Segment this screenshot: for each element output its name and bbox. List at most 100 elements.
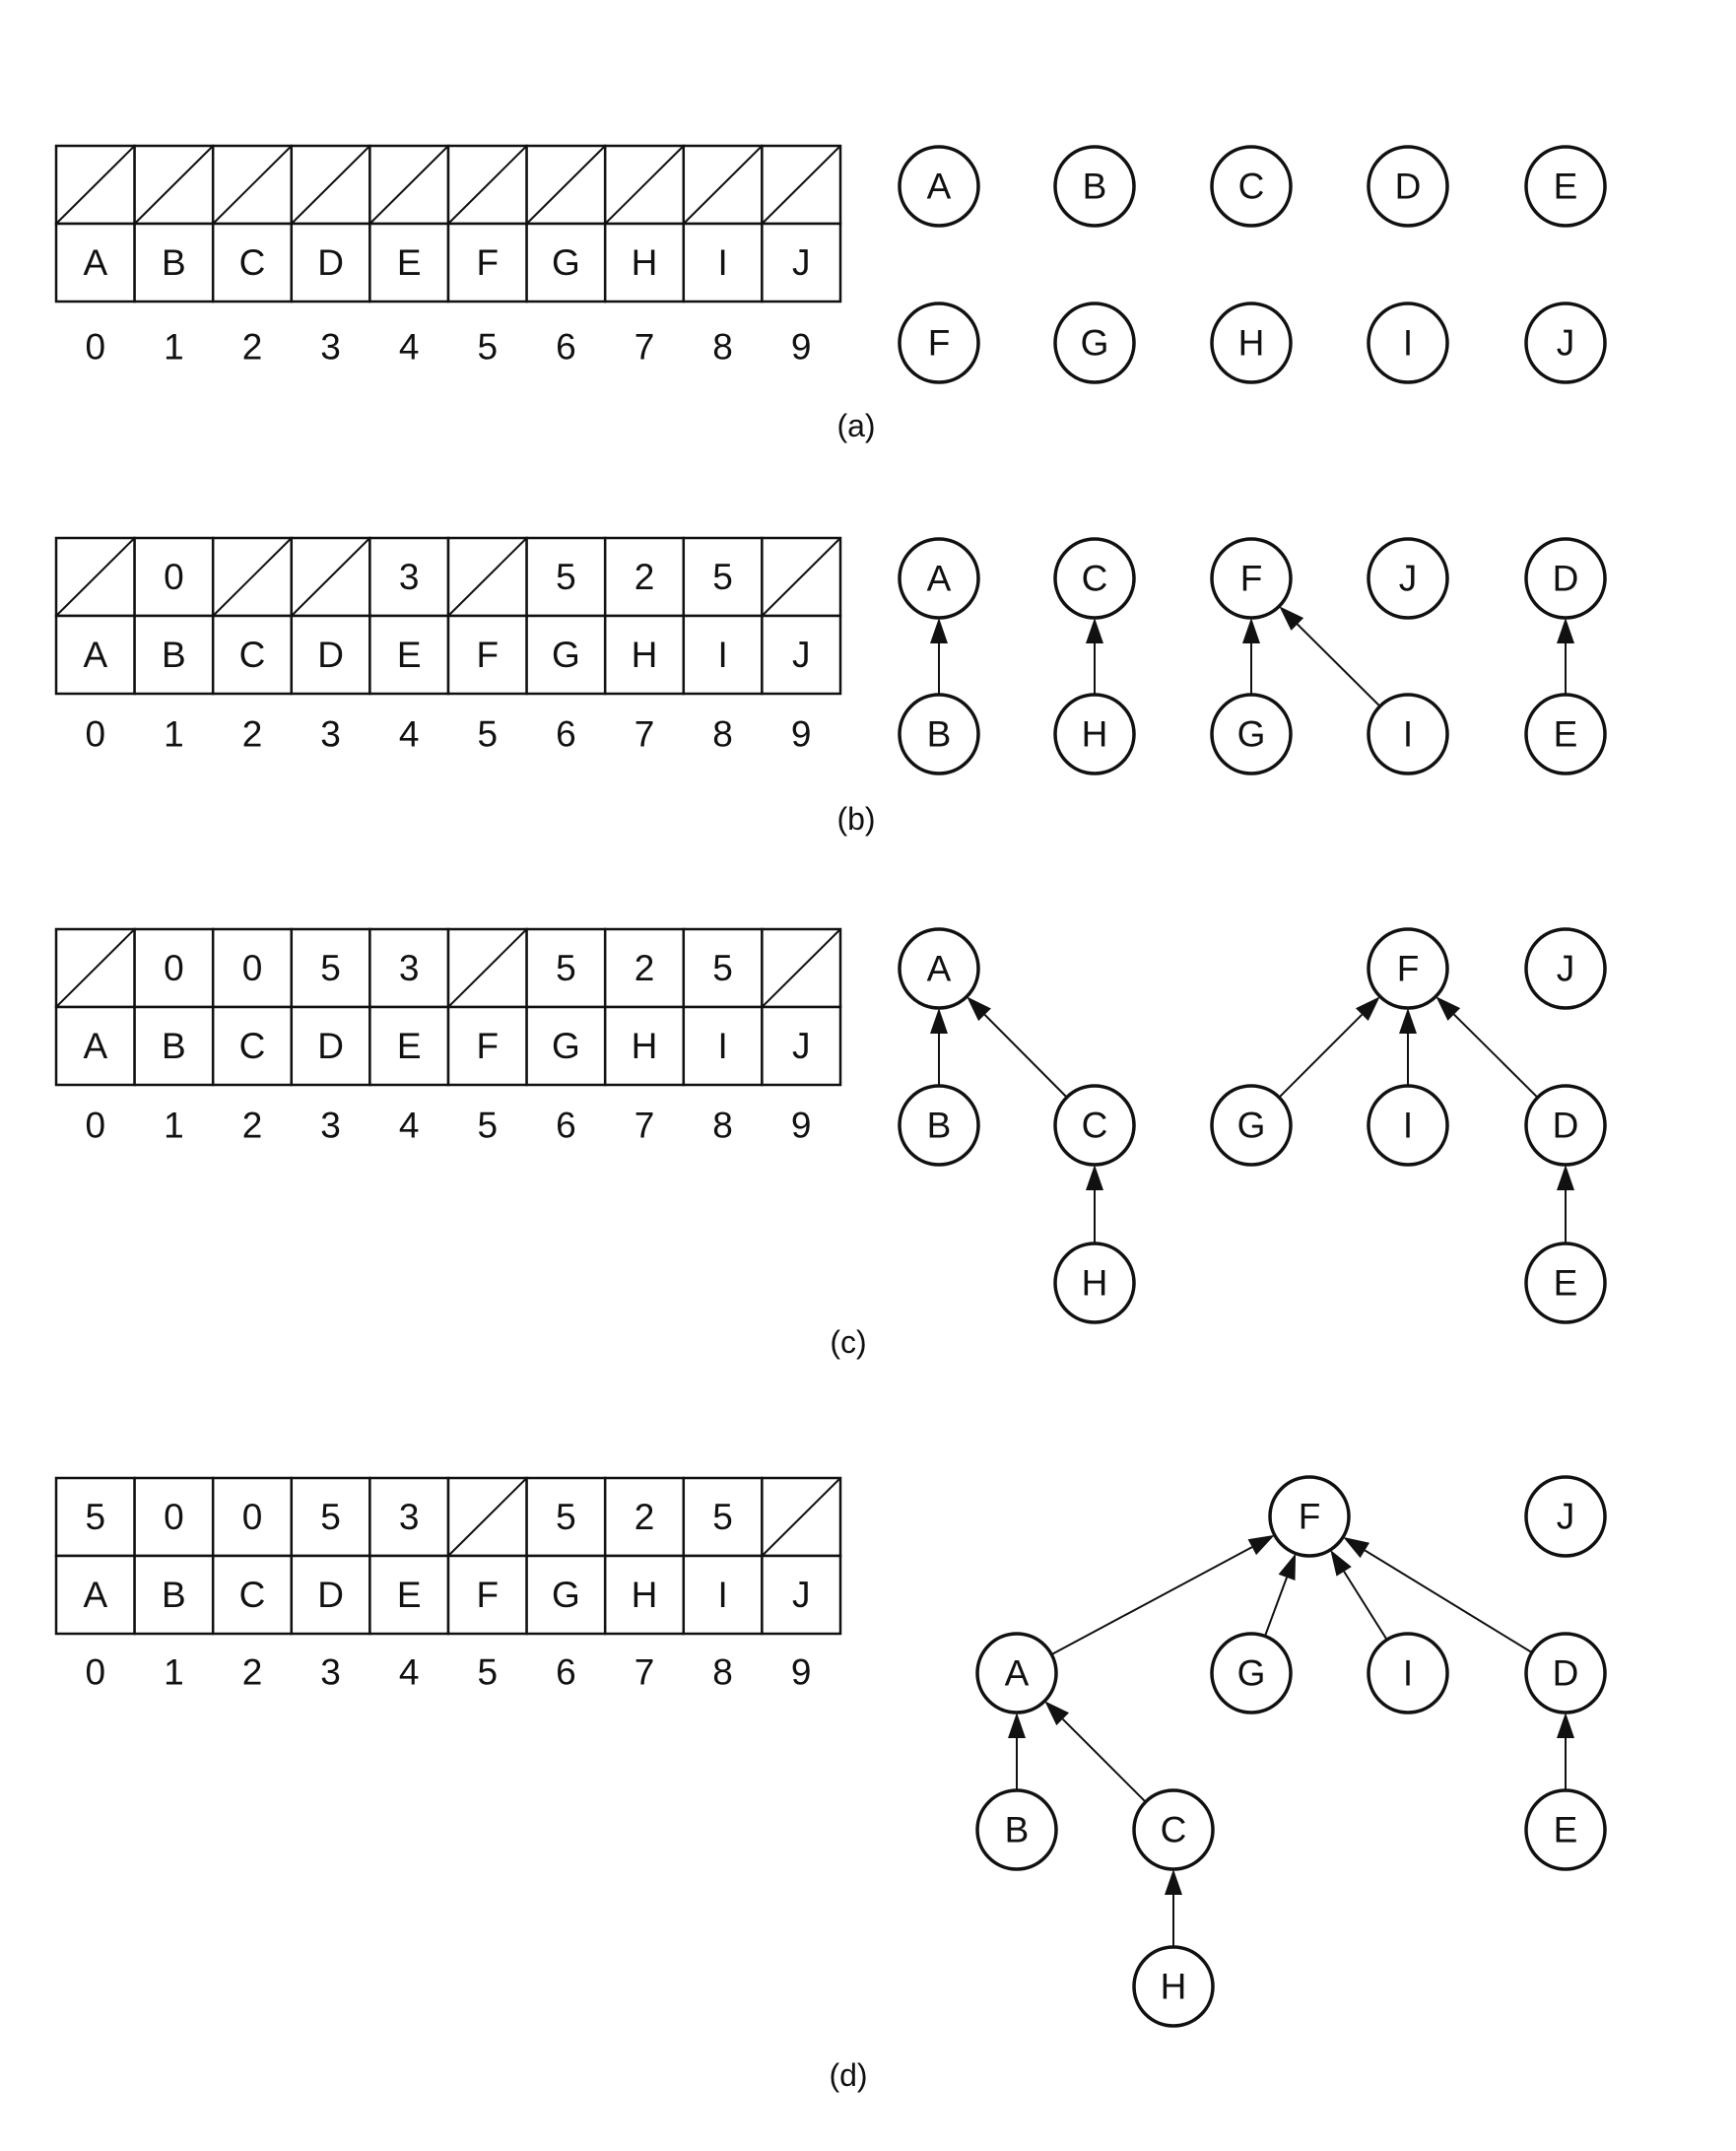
null-slash xyxy=(447,145,528,225)
node-B: B xyxy=(1053,145,1136,228)
array-index: 0 xyxy=(86,714,106,755)
parent-value: 0 xyxy=(242,1497,263,1537)
parent-value: 5 xyxy=(320,1497,341,1537)
node-circle xyxy=(1524,1084,1607,1167)
edge-I-to-F xyxy=(1399,1008,1417,1086)
label-cell xyxy=(682,1005,764,1087)
node-circle xyxy=(1210,302,1293,384)
node-label: J xyxy=(1399,559,1418,599)
label-cell xyxy=(761,1005,842,1087)
element-label: B xyxy=(162,1575,186,1615)
node-label: J xyxy=(1557,323,1575,364)
parent-value: 0 xyxy=(164,1497,184,1537)
node-F: F xyxy=(1210,537,1293,620)
array-index: 6 xyxy=(556,1652,576,1693)
node-G: G xyxy=(1210,1084,1293,1167)
parent-cell xyxy=(290,1476,371,1558)
node-J: J xyxy=(1367,537,1449,620)
node-C: C xyxy=(1132,1788,1215,1871)
edge-E-to-D xyxy=(1557,1713,1574,1790)
edge-I-to-F xyxy=(1330,1549,1388,1641)
node-label: C xyxy=(1082,1106,1108,1146)
array-index: 6 xyxy=(556,714,576,755)
node-circle xyxy=(975,1632,1058,1714)
null-slash xyxy=(447,537,528,617)
forest: A F J B C G I D H E xyxy=(898,927,1607,1324)
edge-line xyxy=(1364,1549,1533,1653)
node-circle xyxy=(1210,145,1293,228)
label-cell xyxy=(603,222,686,303)
array-index: 1 xyxy=(164,1106,184,1146)
element-label: A xyxy=(83,242,107,283)
edge-line xyxy=(1453,1013,1539,1099)
arrowhead xyxy=(967,996,991,1022)
parent-value: 2 xyxy=(634,948,655,988)
null-slash xyxy=(525,145,606,225)
edge-line xyxy=(1061,1717,1147,1803)
node-A: A xyxy=(898,145,980,228)
array-index: 7 xyxy=(634,714,655,755)
array-index: 9 xyxy=(791,714,812,755)
node-circle xyxy=(1053,693,1136,775)
node-circle xyxy=(898,1084,980,1167)
parent-array: 5 A 0 0 B 1 0 C 2 5 D 3 3 E 4 F 5 5 G 6 2 H 7 5 I 8 J 9 xyxy=(54,1476,842,1693)
edge-I-to-F xyxy=(1279,606,1381,707)
element-label: I xyxy=(717,242,727,283)
node-label: G xyxy=(1237,714,1266,755)
node-A: A xyxy=(898,537,980,620)
parent-value: 5 xyxy=(712,1497,733,1537)
array-index: 8 xyxy=(712,1106,733,1146)
arrowhead xyxy=(1355,996,1380,1022)
node-label: D xyxy=(1553,559,1579,599)
node-circle xyxy=(1053,145,1136,228)
edge-E-to-D xyxy=(1557,618,1574,695)
node-J: J xyxy=(1524,302,1607,384)
parent-value: 5 xyxy=(86,1497,106,1537)
element-label: G xyxy=(552,1026,580,1066)
node-C: C xyxy=(1053,537,1136,620)
array-index: 5 xyxy=(478,327,499,368)
array-index: 0 xyxy=(86,1652,106,1693)
label-cell xyxy=(54,1554,136,1636)
node-label: A xyxy=(1005,1653,1030,1694)
label-cell xyxy=(54,222,136,303)
arrowhead xyxy=(1278,1553,1297,1581)
array-index: 0 xyxy=(86,1106,106,1146)
edge-D-to-F xyxy=(1436,996,1539,1099)
label-cell xyxy=(446,614,528,696)
null-slash xyxy=(55,928,136,1008)
node-label: A xyxy=(927,559,952,599)
element-label: D xyxy=(317,635,344,675)
node-circle xyxy=(1053,302,1136,384)
node-label: F xyxy=(928,323,951,364)
node-H: H xyxy=(1210,302,1293,384)
node-I: I xyxy=(1367,1632,1449,1714)
label-cell xyxy=(761,222,842,303)
label-cell xyxy=(133,1005,215,1087)
node-I: I xyxy=(1367,693,1449,775)
element-label: E xyxy=(397,1026,422,1066)
node-label: C xyxy=(1161,1810,1187,1850)
array-index: 9 xyxy=(791,327,812,368)
arrowhead xyxy=(1008,1713,1026,1738)
node-H: H xyxy=(1053,693,1136,775)
array-index: 6 xyxy=(556,327,576,368)
node-D: D xyxy=(1524,537,1607,620)
edge-G-to-F xyxy=(1263,1553,1297,1637)
array-index: 7 xyxy=(634,1106,655,1146)
node-label: F xyxy=(1240,559,1263,599)
node-label: C xyxy=(1082,559,1108,599)
parent-value: 0 xyxy=(164,948,184,988)
node-label: A xyxy=(927,167,952,207)
node-circle xyxy=(898,693,980,775)
node-label: G xyxy=(1237,1106,1266,1146)
forest: F J A G I D B C E H xyxy=(975,1475,1607,2028)
panel-caption: (b) xyxy=(836,801,875,837)
node-circle xyxy=(1367,927,1449,1010)
edge-line xyxy=(1263,1577,1288,1637)
label-cell xyxy=(211,614,294,696)
arrowhead xyxy=(930,618,948,643)
arrowhead xyxy=(1557,618,1574,643)
arrowhead xyxy=(1086,1165,1103,1190)
forest: A C F J D B H G I E xyxy=(898,537,1607,775)
